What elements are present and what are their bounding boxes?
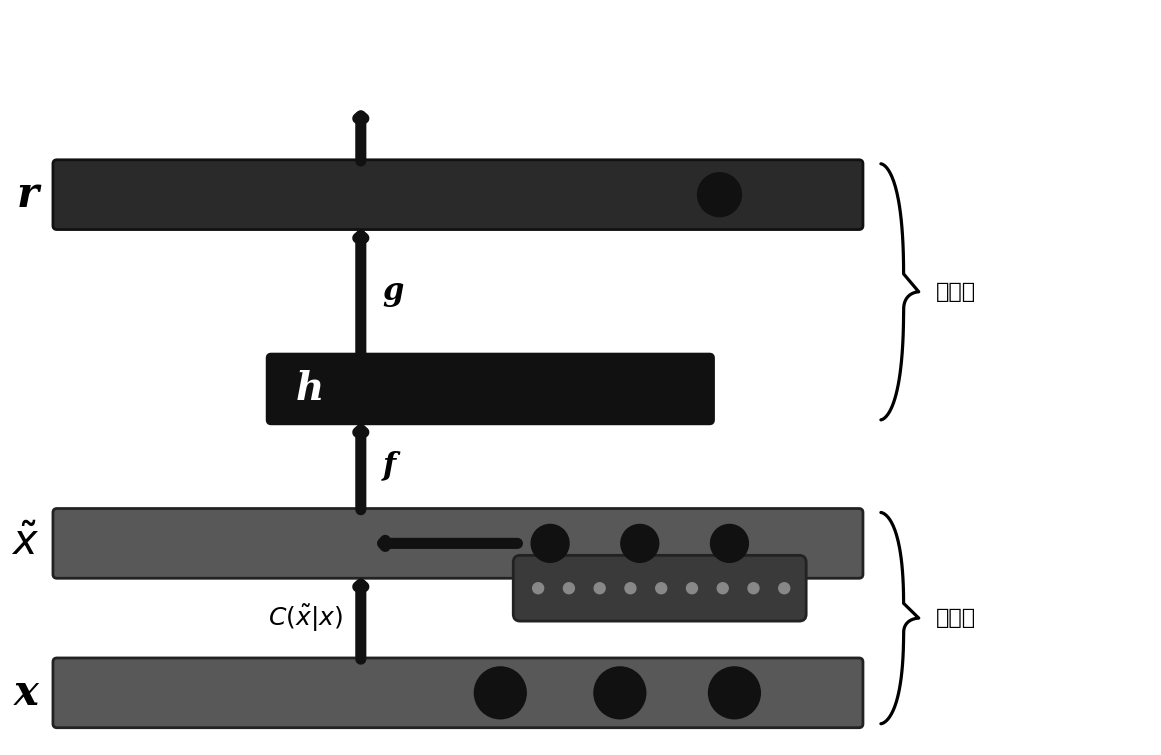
FancyBboxPatch shape: [513, 556, 806, 621]
Circle shape: [625, 583, 636, 593]
Circle shape: [698, 173, 742, 217]
FancyBboxPatch shape: [53, 658, 863, 728]
Circle shape: [594, 583, 605, 593]
Circle shape: [475, 667, 526, 719]
Text: r: r: [17, 174, 39, 216]
Text: g: g: [383, 276, 404, 307]
Circle shape: [532, 525, 569, 562]
Text: $\tilde{x}$: $\tilde{x}$: [10, 522, 39, 565]
Circle shape: [717, 583, 728, 593]
Circle shape: [779, 583, 789, 593]
Circle shape: [656, 583, 666, 593]
FancyBboxPatch shape: [53, 509, 863, 578]
Text: 解码器: 解码器: [936, 282, 975, 302]
FancyBboxPatch shape: [267, 354, 714, 424]
Circle shape: [563, 583, 575, 593]
Circle shape: [686, 583, 698, 593]
Circle shape: [708, 667, 760, 719]
Text: f: f: [383, 451, 396, 482]
FancyBboxPatch shape: [53, 160, 863, 230]
Text: h: h: [296, 370, 324, 408]
Circle shape: [711, 525, 749, 562]
Text: $C(\tilde{x}|x)$: $C(\tilde{x}|x)$: [268, 602, 342, 633]
Circle shape: [533, 583, 543, 593]
Text: x: x: [14, 672, 39, 713]
Circle shape: [594, 667, 646, 719]
Text: 编码器: 编码器: [936, 608, 975, 628]
Circle shape: [621, 525, 658, 562]
Circle shape: [748, 583, 759, 593]
